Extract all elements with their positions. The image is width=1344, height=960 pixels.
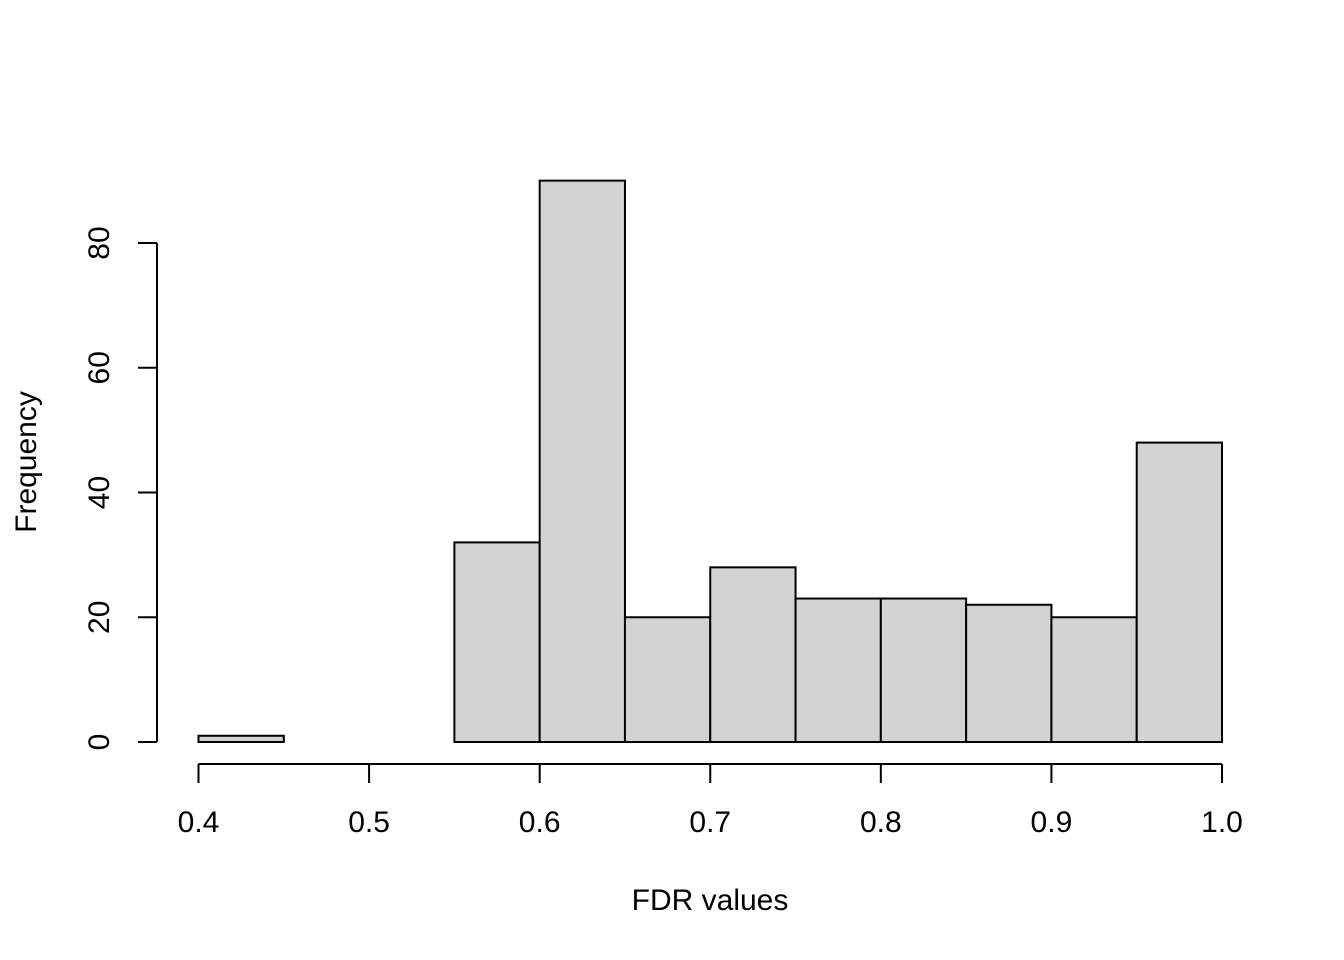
y-tick-label: 80 — [83, 226, 116, 259]
histogram-bar — [538, 179, 626, 743]
histogram-bar — [453, 541, 541, 744]
histogram-bar — [709, 566, 797, 743]
y-tick-label: 20 — [83, 601, 116, 634]
x-axis: 0.4 0.5 0.6 0.7 0.8 0.9 1.0 — [178, 763, 1243, 839]
histogram-bar — [965, 603, 1053, 744]
y-tick-label: 40 — [83, 476, 116, 509]
x-tick-label: 0.4 — [178, 806, 220, 839]
x-tick-label: 0.6 — [519, 806, 561, 839]
histogram-bar — [1050, 616, 1138, 743]
x-axis-title: FDR values — [632, 884, 789, 917]
y-axis-title: Frequency — [10, 391, 43, 533]
x-tick-label: 0.7 — [689, 806, 731, 839]
x-tick-label: 0.9 — [1031, 806, 1073, 839]
y-axis: 0 20 40 60 80 — [83, 226, 158, 751]
y-tick-label: 60 — [83, 351, 116, 384]
x-tick-label: 0.5 — [348, 806, 390, 839]
y-tick-label: 0 — [83, 734, 116, 751]
bars-group — [197, 179, 1224, 744]
histogram-bar — [1135, 441, 1224, 743]
x-tick-label: 1.0 — [1201, 806, 1243, 839]
histogram-bar — [879, 597, 968, 743]
histogram-bar — [794, 597, 882, 743]
histogram-bar — [623, 616, 712, 743]
histogram-bar — [197, 734, 285, 744]
x-tick-label: 0.8 — [860, 806, 902, 839]
